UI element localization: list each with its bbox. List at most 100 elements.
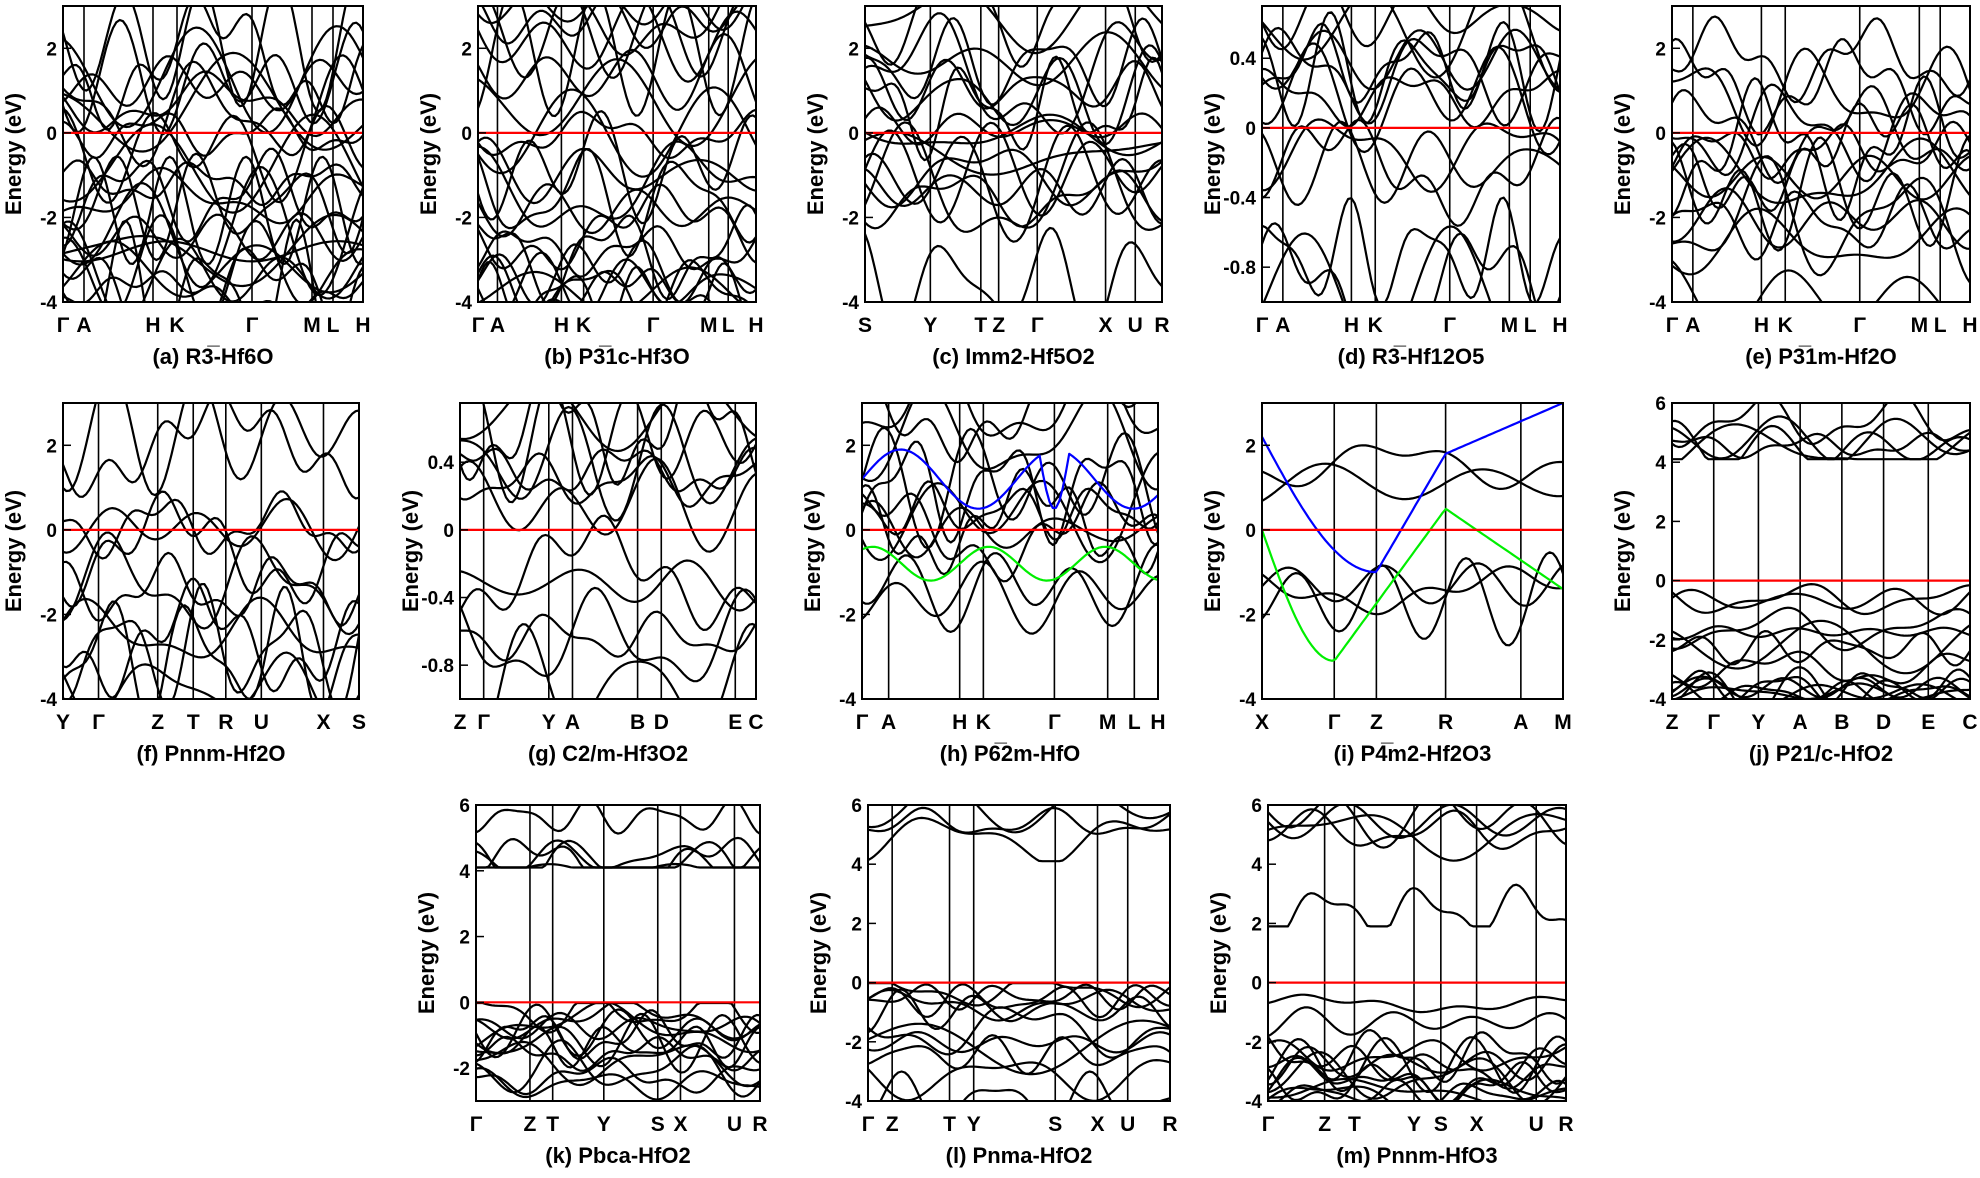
y-tick-label: -0.4 bbox=[1223, 189, 1256, 210]
y-axis-label: Energy (eV) bbox=[1610, 93, 1635, 215]
plot-frame bbox=[1261, 402, 1564, 700]
kpoint-label: Γ bbox=[1048, 711, 1061, 734]
kpoint-label: M bbox=[303, 314, 321, 337]
kpoint-label: X bbox=[1091, 1113, 1105, 1136]
band-line bbox=[476, 1001, 760, 1054]
band-line bbox=[862, 499, 1158, 559]
kpoint-label: B bbox=[1834, 711, 1849, 734]
y-tick-label: -2 bbox=[842, 208, 859, 229]
band-panel: -2 0 2 4 6 Γ Z T Y S X U R Energy (eV) (k) Pbca-HfO2 bbox=[414, 796, 768, 1168]
band-line bbox=[1268, 805, 1566, 840]
band-line bbox=[868, 816, 1170, 863]
kpoint-label: Γ bbox=[1256, 314, 1269, 337]
y-tick-label: 0 bbox=[461, 124, 472, 145]
band-line bbox=[865, 55, 1162, 162]
kpoint-label: M bbox=[1099, 711, 1117, 734]
band-panel: -4 -2 0 2 X Γ Z R A M Energy (eV) (i) P4̅m2-Hf2O3 bbox=[1200, 402, 1572, 766]
band-line bbox=[63, 403, 359, 497]
band-line bbox=[1277, 1078, 1566, 1101]
band-line bbox=[1262, 222, 1537, 302]
band-line bbox=[476, 1067, 760, 1101]
kpoint-label: H bbox=[1552, 314, 1567, 337]
y-tick-label: 0 bbox=[459, 993, 470, 1014]
band-line bbox=[478, 86, 756, 178]
band-line bbox=[1672, 675, 1959, 699]
band-line bbox=[1262, 6, 1560, 51]
kpoint-label: H bbox=[355, 314, 370, 337]
band-line bbox=[1672, 431, 1970, 460]
kpoint-label: H bbox=[952, 711, 967, 734]
band-line bbox=[865, 17, 1162, 108]
y-tick-label: -4 bbox=[40, 690, 57, 711]
band-line bbox=[460, 403, 756, 504]
band-line bbox=[476, 1025, 760, 1069]
band-line bbox=[460, 452, 756, 508]
band-line bbox=[63, 6, 363, 131]
kpoint-label: M bbox=[700, 314, 718, 337]
band-panel: -4 -2 0 2 4 6 Γ Z T Y S X U R Energy (eV) (l) Pnma-HfO2 bbox=[806, 796, 1178, 1168]
kpoint-label: T bbox=[943, 1113, 956, 1136]
band-line bbox=[1672, 134, 1970, 252]
kpoint-label: Y bbox=[542, 711, 556, 734]
kpoint-label: X bbox=[1470, 1113, 1484, 1136]
kpoint-label: L bbox=[722, 314, 735, 337]
kpoint-label: X bbox=[1099, 314, 1113, 337]
y-tick-label: 0 bbox=[848, 124, 859, 145]
y-tick-label: -2 bbox=[453, 1059, 470, 1080]
y-tick-label: 2 bbox=[1251, 914, 1262, 935]
y-tick-label: 0 bbox=[443, 521, 454, 542]
kpoint-label: D bbox=[654, 711, 669, 734]
kpoint-label: L bbox=[1524, 314, 1537, 337]
band-line bbox=[1672, 625, 1970, 641]
kpoint-label: H bbox=[554, 314, 569, 337]
kpoint-label: Γ bbox=[246, 314, 259, 337]
band-line bbox=[1262, 565, 1563, 616]
band-line bbox=[1268, 813, 1566, 862]
y-tick-label: -0.8 bbox=[421, 656, 454, 677]
panel-caption: (k) Pbca-HfO2 bbox=[545, 1143, 690, 1168]
y-tick-label: 0 bbox=[1251, 974, 1262, 995]
kpoint-label: A bbox=[490, 314, 505, 337]
y-tick-label: 0 bbox=[1245, 521, 1256, 542]
band-line bbox=[1262, 444, 1563, 490]
band-line bbox=[865, 6, 1162, 68]
band-line bbox=[460, 610, 756, 662]
band-line bbox=[481, 6, 756, 49]
y-tick-label: 2 bbox=[851, 914, 862, 935]
band-line bbox=[1262, 6, 1560, 94]
kpoint-label: A bbox=[76, 314, 91, 337]
kpoint-label: L bbox=[1128, 711, 1141, 734]
band-line bbox=[63, 155, 363, 266]
kpoint-label: R bbox=[1162, 1113, 1177, 1136]
band-line bbox=[1268, 1044, 1566, 1101]
band-line bbox=[63, 403, 359, 500]
band-line bbox=[1268, 808, 1566, 850]
y-axis-label: Energy (eV) bbox=[800, 490, 825, 612]
y-tick-label: -4 bbox=[40, 293, 57, 314]
band-line bbox=[476, 1039, 760, 1098]
panel-caption: (h) P6̅2m-HfO bbox=[940, 741, 1081, 766]
y-tick-label: 0.4 bbox=[428, 453, 455, 474]
kpoint-label: R bbox=[1438, 711, 1453, 734]
band-line bbox=[460, 514, 756, 631]
kpoint-label: K bbox=[976, 711, 991, 734]
kpoint-label: H bbox=[145, 314, 160, 337]
band-line bbox=[1262, 118, 1560, 193]
band-line bbox=[491, 6, 756, 79]
kpoint-label: X bbox=[316, 711, 330, 734]
y-tick-label: 2 bbox=[46, 39, 57, 60]
band-line bbox=[476, 1001, 760, 1040]
band-line bbox=[478, 239, 756, 302]
panel-caption: (d) R3̅-Hf12O5 bbox=[1338, 344, 1485, 369]
kpoint-label: Γ bbox=[1853, 314, 1866, 337]
plot-frame bbox=[1671, 402, 1971, 700]
band-panel: -4 -2 0 2 Y Γ Z T R U X S Energy (eV) (f) Pnnm-Hf2O bbox=[1, 402, 366, 766]
kpoint-label: A bbox=[1685, 314, 1700, 337]
y-tick-label: 6 bbox=[1251, 796, 1262, 817]
y-tick-label: 0 bbox=[1245, 119, 1256, 140]
kpoint-label: D bbox=[1876, 711, 1891, 734]
band-line bbox=[63, 166, 363, 225]
kpoint-label: R bbox=[752, 1113, 767, 1136]
